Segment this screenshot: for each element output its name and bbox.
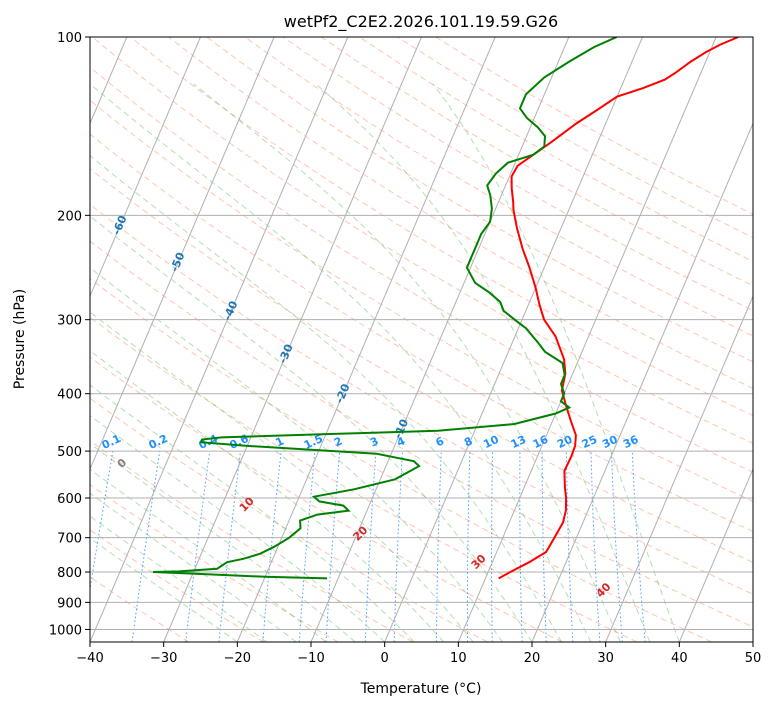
x-tick-label: 40 [671,651,688,666]
isobar-grid [90,37,753,630]
y-axis: 1000 900 800 700 600 500 400 300 200 100 [49,31,90,638]
mixing-ratio-line [185,451,211,642]
dry-adiabat-line [90,316,638,642]
moist-adiabat-line [90,267,503,642]
dry-adiabat-line [91,37,753,445]
plot-area: -100-90-80-70-60-50-40-30-20-100.10.20.4… [90,37,753,642]
moist-adiabat-line [90,155,562,642]
mixing-ratio-label: 10 [481,433,501,451]
isotherm-gridline [90,37,349,642]
y-tick-label: 300 [57,314,82,329]
isotherm-gridline [384,37,643,642]
x-tick-label: −40 [76,651,103,666]
moist-adiabat-line [90,311,474,642]
x-tick-label: −20 [224,651,251,666]
x-axis: −40 −30 −20 −10 0 10 20 30 40 50 [76,642,761,666]
moist-adiabat-line [90,83,592,642]
y-tick-label: 200 [57,209,82,224]
isotherm-grid [90,37,753,642]
x-tick-label: 10 [450,651,467,666]
dry-adiabat-line [90,529,264,642]
dry-adiabat-line [90,240,753,628]
mixing-ratio-label: 20 [555,433,575,451]
dry-adiabat-line [168,37,753,389]
mixing-ratio-line [218,451,241,642]
mixing-ratio-label: 16 [531,433,551,451]
moist-adiabat-line [193,83,621,642]
isotherm-gridline [678,467,753,642]
plot-frame [89,36,754,643]
moist-adiabats [90,83,680,642]
temperature-line [498,37,739,580]
isotherm-gridline [236,37,496,642]
y-tick-label: 900 [57,596,82,611]
moist-adiabat-line [315,83,651,642]
mixing-ratio-line [90,451,114,593]
dry-adiabat-line [282,37,753,312]
x-tick-label: 20 [524,651,541,666]
moist-adiabat-line [432,83,680,642]
dry-adiabat-line [90,99,753,502]
dry-adiabat-line [90,278,712,642]
dry-adiabat-line [90,483,339,642]
moist-adiabat-line [90,468,327,642]
chart-title: wetPf2_C2E2.2026.101.19.59.G26 [284,12,558,32]
isotherm-gridline [90,37,201,298]
dry-adiabat-line [90,133,753,533]
y-tick-label: 400 [57,388,82,403]
x-tick-label: 30 [597,651,614,666]
dry-adiabat-line [90,203,753,595]
y-tick-label: 1000 [49,623,82,638]
isotherm-gridline [90,37,275,471]
moist-adiabat-line [90,384,415,642]
moist-adiabat-line [90,515,268,642]
y-tick-label: 600 [57,492,82,507]
dry-adiabat-line [130,37,753,417]
x-tick-label: 0 [381,651,389,666]
mixing-ratio-line [262,451,282,642]
mixing-ratio-line [298,451,316,642]
y-tick-label: 700 [57,532,82,547]
dry-adiabat-line [244,37,753,337]
isotherm-gridline [457,37,717,642]
mixing-ratio-label: 30 [600,433,620,451]
dry-adiabats [90,37,753,642]
isotherm-gridline [163,37,422,642]
y-tick-label: 100 [57,31,82,46]
x-tick-label: 50 [745,651,762,666]
mixing-ratio-label: 36 [621,433,641,451]
moist-adiabat-line [90,215,533,642]
mixing-ratio-line [631,451,646,642]
y-axis-label: Pressure (hPa) [12,289,28,389]
isotherm-gridline [310,37,570,642]
y-tick-label: 500 [57,445,82,460]
dewpoint-line [152,37,618,580]
dry-adiabat-line [90,356,563,642]
mixing-ratio-label: 25 [580,433,599,451]
isotherm-gridline [605,295,753,642]
moist-adiabat-line [90,350,444,642]
y-tick-label: 800 [57,566,82,581]
x-tick-label: −10 [297,651,324,666]
mixing-ratio-label: 13 [509,433,528,451]
isotherm-gridline [531,122,753,642]
moist-adiabat-line [90,442,356,642]
moist-adiabat-line [90,415,386,642]
x-tick-label: −30 [150,651,177,666]
moist-adiabat-line [90,537,238,642]
x-axis-label: Temperature (°C) [360,681,482,697]
